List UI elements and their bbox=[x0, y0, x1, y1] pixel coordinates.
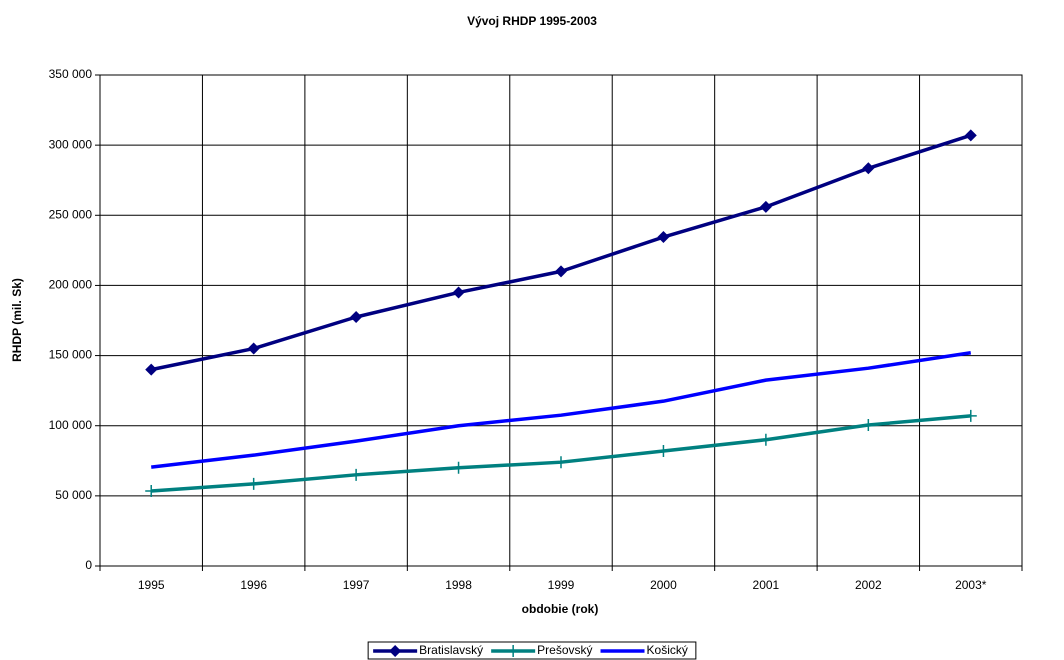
y-tick-label: 100 000 bbox=[49, 418, 93, 432]
x-tick-label: 2002 bbox=[855, 578, 882, 592]
x-tick-label: 1995 bbox=[138, 578, 165, 592]
marker bbox=[145, 484, 158, 497]
marker bbox=[350, 310, 363, 323]
x-tick-label: 2001 bbox=[753, 578, 780, 592]
y-tick-label: 300 000 bbox=[49, 137, 93, 151]
marker bbox=[862, 419, 875, 432]
y-tick-label: 50 000 bbox=[55, 488, 92, 502]
x-tick-label: 1998 bbox=[445, 578, 472, 592]
y-tick-label: 150 000 bbox=[49, 348, 93, 362]
marker bbox=[964, 129, 977, 142]
marker bbox=[657, 231, 670, 244]
marker bbox=[964, 409, 977, 422]
marker bbox=[350, 468, 363, 481]
legend-label: Košický bbox=[647, 643, 688, 657]
x-tick-label: 1997 bbox=[343, 578, 370, 592]
marker bbox=[452, 461, 465, 474]
chart-title: Vývoj RHDP 1995-2003 bbox=[467, 14, 597, 28]
x-tick-label: 1996 bbox=[240, 578, 267, 592]
x-axis-label: obdobie (rok) bbox=[522, 602, 599, 616]
marker bbox=[555, 456, 567, 469]
y-tick-label: 250 000 bbox=[49, 207, 93, 221]
marker bbox=[507, 645, 520, 657]
y-tick-label: 0 bbox=[85, 558, 92, 572]
marker bbox=[759, 200, 772, 213]
marker bbox=[759, 433, 772, 446]
x-tick-label: 1999 bbox=[548, 578, 575, 592]
legend: Bratislavský Prešovský Košický bbox=[367, 641, 697, 660]
y-axis-label: RHDP (mil. Sk) bbox=[10, 278, 24, 362]
marker bbox=[862, 162, 875, 175]
x-tick-label: 2000 bbox=[650, 578, 677, 592]
y-tick-label: 350 000 bbox=[49, 67, 93, 81]
marker bbox=[247, 342, 260, 355]
marker bbox=[247, 477, 260, 490]
marker bbox=[389, 645, 402, 657]
marker bbox=[452, 286, 465, 299]
plot-frame bbox=[99, 74, 1023, 567]
marker bbox=[555, 265, 567, 278]
marker bbox=[657, 444, 670, 457]
marker bbox=[145, 363, 158, 376]
legend-label: Prešovský bbox=[537, 643, 592, 657]
series-line bbox=[151, 351, 972, 469]
x-tick-label: 2003* bbox=[955, 578, 987, 592]
legend-label: Bratislavský bbox=[419, 643, 483, 657]
y-tick-label: 200 000 bbox=[49, 278, 93, 292]
